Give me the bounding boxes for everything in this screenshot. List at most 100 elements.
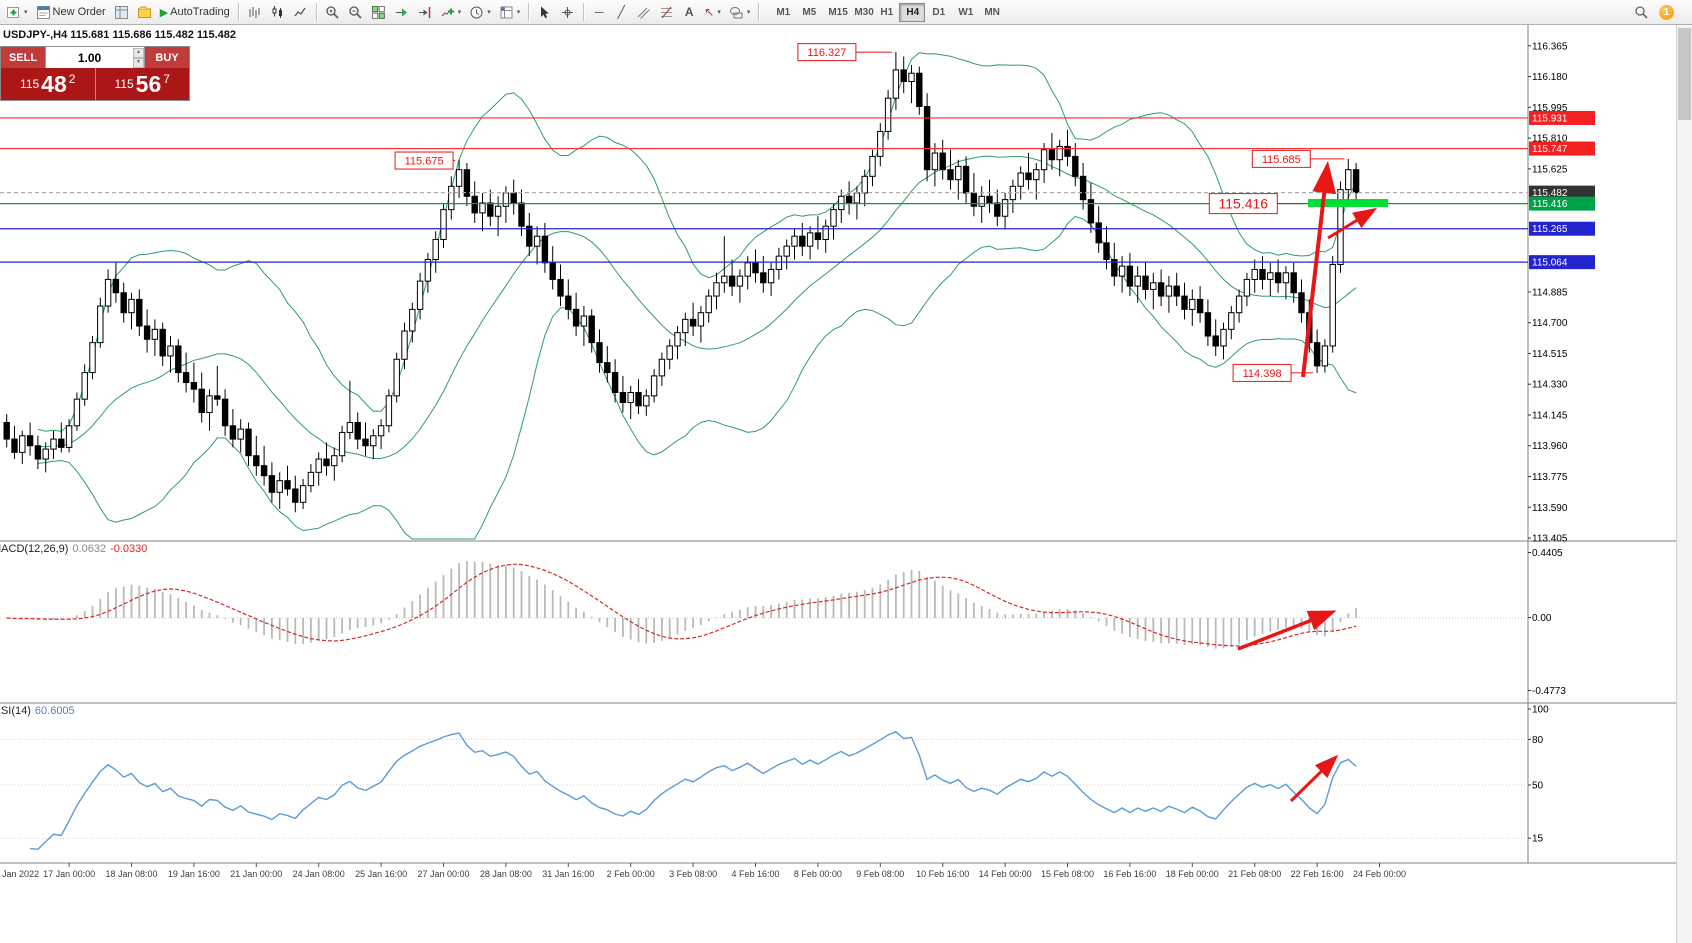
- auto-scroll-button[interactable]: [390, 2, 413, 23]
- timeframe-mn-button[interactable]: MN: [977, 3, 1003, 22]
- toolbar-separator: [758, 3, 760, 21]
- indicators-button[interactable]: ▾: [436, 2, 466, 23]
- new-chart-button[interactable]: ▾: [2, 2, 32, 23]
- svg-text:115.747: 115.747: [1532, 144, 1568, 155]
- arrow-tool-button[interactable]: ↖ ▾: [700, 2, 725, 23]
- indicators-icon: [441, 8, 454, 16]
- svg-text:0.00: 0.00: [1532, 613, 1552, 624]
- svg-text:115.810: 115.810: [1532, 134, 1568, 145]
- cursor-button[interactable]: [533, 2, 556, 23]
- template-icon: [500, 6, 513, 18]
- periods-button[interactable]: ▾: [465, 2, 495, 23]
- hline-tool-button[interactable]: ─: [588, 2, 610, 23]
- new-order-button[interactable]: New Order: [32, 2, 110, 23]
- chart-shift-button[interactable]: [413, 2, 436, 23]
- macd-label: MACD(12,26,9)0.0632-0.0330: [0, 543, 147, 555]
- price-level-lines[interactable]: 115.931115.747115.482115.416115.265115.0…: [0, 110, 1595, 270]
- crosshair-button[interactable]: [556, 2, 579, 23]
- fibonacci-tool-button[interactable]: [655, 2, 678, 23]
- buy-price[interactable]: 115 56 7: [96, 68, 190, 100]
- rsi-name: RSI(14): [0, 705, 31, 717]
- svg-text:80: 80: [1532, 735, 1544, 746]
- price-annotations[interactable]: 116.327 115.675 115.685 115.416 114.398: [394, 43, 1345, 382]
- strategy-tester-button[interactable]: [133, 2, 156, 23]
- timeframe-h4-button[interactable]: H4: [899, 2, 926, 22]
- horizontal-line-icon: ─: [594, 4, 604, 19]
- vertical-scrollbar[interactable]: [1676, 25, 1692, 943]
- timeframe-m1-button[interactable]: M1: [769, 3, 795, 22]
- shapes-icon: [729, 6, 743, 18]
- channel-tool-button[interactable]: [632, 2, 655, 23]
- timeframe-h1-button[interactable]: H1: [873, 3, 899, 22]
- sell-button[interactable]: SELL: [1, 47, 45, 68]
- market-watch-icon: [114, 5, 128, 19]
- toolbar-separator: [528, 3, 530, 21]
- autotrading-play-icon: ▶: [159, 6, 169, 19]
- volume-stepper[interactable]: 1.00 ▲ ▼: [45, 47, 145, 68]
- timeframe-m5-button[interactable]: M5: [795, 3, 821, 22]
- timeframe-m15-button[interactable]: M15: [821, 3, 847, 22]
- svg-text:10 Feb 16:00: 10 Feb 16:00: [916, 869, 969, 879]
- timeframe-m30-button[interactable]: M30: [847, 3, 873, 22]
- zoom-out-icon: [349, 5, 362, 19]
- sell-price-sup: 2: [68, 72, 76, 86]
- svg-text:115.416: 115.416: [1219, 196, 1269, 212]
- svg-text:114.700: 114.700: [1532, 318, 1568, 329]
- trend-arrows[interactable]: [1237, 161, 1378, 803]
- svg-text:115.064: 115.064: [1532, 258, 1568, 269]
- svg-text:113.590: 113.590: [1532, 503, 1568, 514]
- svg-text:27 Jan 00:00: 27 Jan 00:00: [417, 869, 469, 879]
- svg-text:115.675: 115.675: [405, 155, 444, 167]
- rsi-indicator: 100 80 50 15: [0, 705, 1549, 851]
- text-tool-button[interactable]: A: [678, 2, 700, 23]
- sell-price[interactable]: 115 48 2: [1, 68, 96, 100]
- cursor-icon: [541, 6, 550, 18]
- main-chart-svg[interactable]: 116.365 116.180 115.995 115.810 115.625 114.8…: [0, 25, 1692, 943]
- spin-down-icon[interactable]: ▼: [133, 57, 144, 68]
- text-icon: A: [684, 4, 694, 19]
- green-highlight-bar[interactable]: [1308, 199, 1388, 207]
- scrollbar-thumb[interactable]: [1678, 28, 1691, 120]
- svg-text:113.960: 113.960: [1532, 441, 1568, 452]
- svg-text:115.416: 115.416: [1532, 199, 1568, 210]
- chart-bars-button[interactable]: [243, 2, 266, 23]
- buy-price-main: 56: [135, 70, 162, 97]
- bar-chart-icon: [249, 6, 260, 18]
- shapes-tool-button[interactable]: ▾: [725, 2, 755, 23]
- svg-text:113.775: 113.775: [1532, 472, 1568, 483]
- zoom-in-button[interactable]: [321, 2, 344, 23]
- svg-text:50: 50: [1532, 781, 1544, 792]
- search-button[interactable]: [1630, 2, 1653, 23]
- svg-text:24 Jan 08:00: 24 Jan 08:00: [293, 869, 345, 879]
- svg-text:31 Jan 16:00: 31 Jan 16:00: [542, 869, 594, 879]
- chart-line-button[interactable]: [289, 2, 312, 23]
- svg-text:2 Feb 00:00: 2 Feb 00:00: [607, 869, 655, 879]
- toolbar-separator: [315, 3, 317, 21]
- zoom-out-button[interactable]: [344, 2, 367, 23]
- volume-value[interactable]: 1.00: [77, 50, 102, 65]
- autotrading-button[interactable]: ▶ AutoTrading: [156, 2, 234, 23]
- svg-text:115.625: 115.625: [1532, 164, 1568, 175]
- tile-windows-button[interactable]: [367, 2, 390, 23]
- notification-badge[interactable]: 1: [1659, 4, 1674, 20]
- svg-text:116.327: 116.327: [807, 47, 846, 59]
- buy-button[interactable]: BUY: [145, 47, 189, 68]
- timeframe-d1-button[interactable]: D1: [925, 3, 951, 22]
- timeframe-w1-button[interactable]: W1: [951, 3, 977, 22]
- svg-text:114.398: 114.398: [1243, 368, 1282, 380]
- timeframe-group: M1 M5 M15 M30 H1 H4 D1 W1 MN: [769, 2, 1003, 22]
- market-watch-button[interactable]: [110, 2, 133, 23]
- rsi-label: RSI(14)60.6005: [0, 705, 75, 717]
- auto-scroll-icon: [395, 8, 407, 16]
- volume-spinner[interactable]: ▲ ▼: [133, 47, 144, 68]
- clock-icon: [470, 6, 483, 18]
- chart-candles-button[interactable]: [266, 2, 289, 23]
- templates-button[interactable]: ▾: [495, 2, 525, 23]
- macd-indicator: 0.4405 0.00 -0.4773: [0, 548, 1566, 697]
- svg-text:100: 100: [1532, 705, 1549, 716]
- spin-up-icon[interactable]: ▲: [133, 47, 144, 58]
- svg-text:16 Feb 16:00: 16 Feb 16:00: [1103, 869, 1156, 879]
- trendline-tool-button[interactable]: ╱: [610, 2, 632, 23]
- svg-text:9 Feb 08:00: 9 Feb 08:00: [856, 869, 904, 879]
